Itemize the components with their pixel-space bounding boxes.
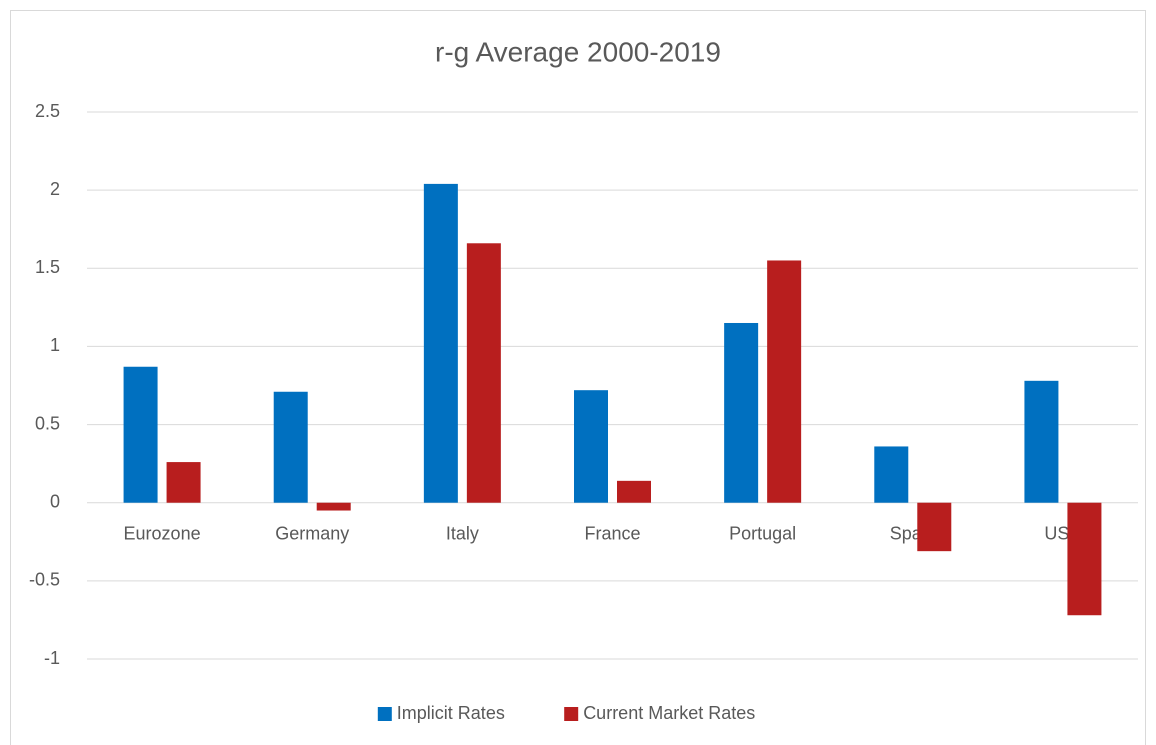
bar: [1067, 502, 1102, 616]
chart-title: r-g Average 2000-2019: [435, 36, 721, 67]
bar: [316, 502, 351, 511]
x-tick-label: Eurozone: [124, 523, 201, 543]
legend-label: Implicit Rates: [397, 703, 505, 723]
bar: [617, 480, 651, 503]
bar: [423, 183, 458, 503]
bar: [1024, 380, 1059, 503]
bar: [767, 260, 802, 503]
x-tick-label: Portugal: [729, 523, 796, 543]
y-tick-label: 0.5: [35, 413, 60, 433]
y-tick-label: -0.5: [29, 570, 60, 590]
y-tick-label: 1.5: [35, 257, 60, 277]
bar: [466, 243, 501, 503]
bar: [273, 391, 308, 503]
y-tick-label: 2: [50, 179, 60, 199]
chart-frame: [10, 10, 1146, 745]
bar: [917, 502, 952, 552]
y-tick-label: -1: [44, 648, 60, 668]
legend-label: Current Market Rates: [583, 703, 755, 723]
bar: [724, 322, 759, 503]
x-tick-label: Germany: [275, 523, 349, 543]
legend-swatch: [377, 707, 392, 721]
bar: [574, 390, 608, 503]
bar: [123, 366, 158, 503]
legend-swatch: [564, 707, 579, 721]
x-tick-label: France: [584, 523, 640, 543]
x-tick-label: Italy: [446, 523, 479, 543]
y-tick-label: 0: [50, 491, 60, 511]
bar: [874, 446, 909, 503]
y-tick-label: 2.5: [35, 101, 60, 121]
bar: [166, 462, 201, 503]
y-tick-label: 1: [50, 335, 60, 355]
